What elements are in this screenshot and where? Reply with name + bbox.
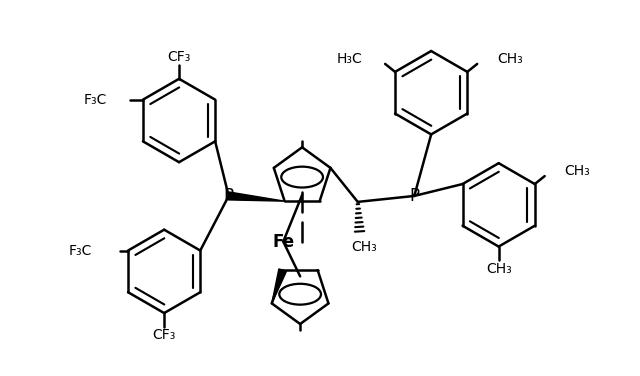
Text: CF₃: CF₃: [152, 328, 176, 342]
Text: CH₃: CH₃: [351, 240, 376, 253]
Text: H₃C: H₃C: [337, 52, 362, 66]
Polygon shape: [272, 269, 287, 303]
Text: P: P: [409, 187, 419, 205]
Text: CH₃: CH₃: [564, 164, 590, 178]
Polygon shape: [228, 192, 285, 201]
Text: P: P: [223, 187, 234, 205]
Text: F₃C: F₃C: [84, 92, 108, 107]
Text: CF₃: CF₃: [168, 50, 191, 64]
Text: Fe: Fe: [272, 233, 294, 250]
Text: CH₃: CH₃: [486, 262, 511, 276]
Text: CH₃: CH₃: [497, 52, 523, 66]
Text: F₃C: F₃C: [69, 244, 92, 258]
